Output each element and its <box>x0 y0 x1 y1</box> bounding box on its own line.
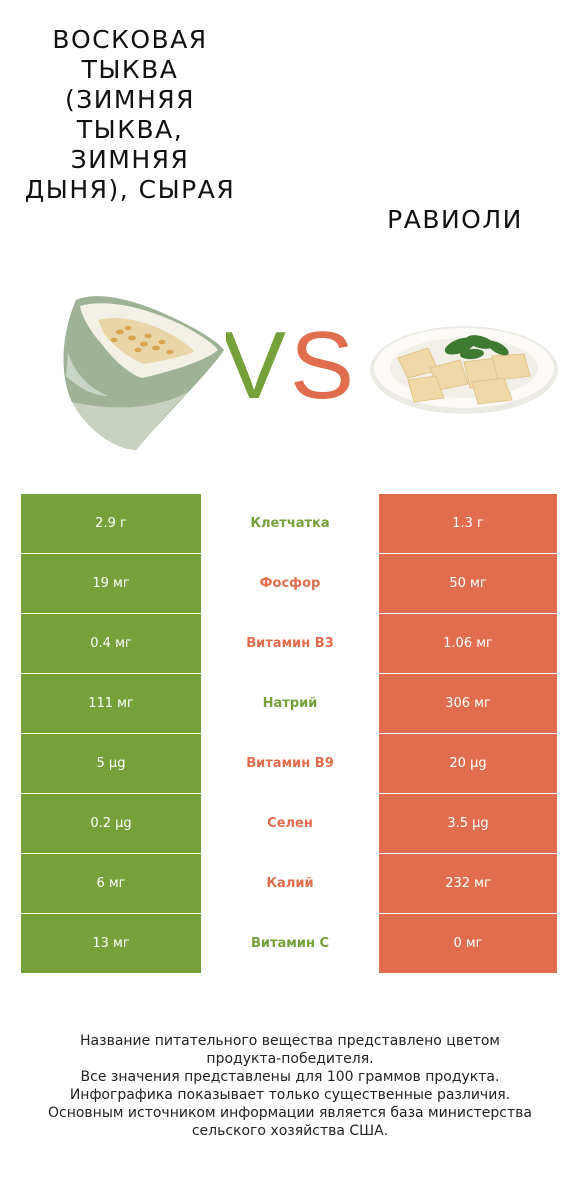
right-value: 3.5 µg <box>379 794 557 853</box>
footer-line: Все значения представлены для 100 граммо… <box>80 1069 500 1085</box>
nutrient-label: Клетчатка <box>201 494 379 553</box>
table-row: 19 мг Фосфор 50 мг <box>21 554 557 614</box>
right-value: 20 µg <box>379 734 557 793</box>
nutrient-label: Витамин B3 <box>201 614 379 673</box>
vs-label: V S <box>226 315 354 407</box>
left-value: 2.9 г <box>21 494 201 553</box>
footer-line: Основным источником информации является … <box>48 1105 532 1121</box>
table-row: 111 мг Натрий 306 мг <box>21 674 557 734</box>
nutrient-label: Натрий <box>201 674 379 733</box>
footer-line: Инфографика показывает только существенн… <box>69 1087 511 1103</box>
left-value: 0.2 µg <box>21 794 201 853</box>
right-value: 306 мг <box>379 674 557 733</box>
right-food-title: Равиоли <box>387 205 523 234</box>
nutrient-label: Калий <box>201 854 379 913</box>
svg-text:V: V <box>226 315 286 407</box>
left-value: 19 мг <box>21 554 201 613</box>
svg-text:S: S <box>290 315 354 407</box>
footer-line: Название питательного вещества представл… <box>80 1033 500 1049</box>
right-value: 232 мг <box>379 854 557 913</box>
left-value: 0.4 мг <box>21 614 201 673</box>
right-value: 1.3 г <box>379 494 557 553</box>
left-value: 5 µg <box>21 734 201 793</box>
nutrient-label: Фосфор <box>201 554 379 613</box>
table-row: 13 мг Витамин C 0 мг <box>21 914 557 974</box>
nutrient-label: Витамин C <box>201 914 379 973</box>
right-value: 0 мг <box>379 914 557 973</box>
left-value: 111 мг <box>21 674 201 733</box>
table-row: 0.4 мг Витамин B3 1.06 мг <box>21 614 557 674</box>
table-row: 5 µg Витамин B9 20 µg <box>21 734 557 794</box>
right-value: 50 мг <box>379 554 557 613</box>
left-value: 13 мг <box>21 914 201 973</box>
table-row: 2.9 г Клетчатка 1.3 г <box>21 494 557 554</box>
left-value: 6 мг <box>21 854 201 913</box>
footer-line: сельского хозяйства США. <box>191 1123 389 1139</box>
nutrient-label: Витамин B9 <box>201 734 379 793</box>
winter-melon-image <box>63 296 224 450</box>
left-food-title: Восковая тыква (зимняя тыква, зимняя дын… <box>24 25 236 204</box>
footer-note: Название питательного вещества представл… <box>10 1032 570 1140</box>
footer-line: продукта-победителя. <box>206 1051 374 1067</box>
table-row: 6 мг Калий 232 мг <box>21 854 557 914</box>
nutrient-label: Селен <box>201 794 379 853</box>
ravioli-image <box>370 326 558 414</box>
right-value: 1.06 мг <box>379 614 557 673</box>
table-row: 0.2 µg Селен 3.5 µg <box>21 794 557 854</box>
